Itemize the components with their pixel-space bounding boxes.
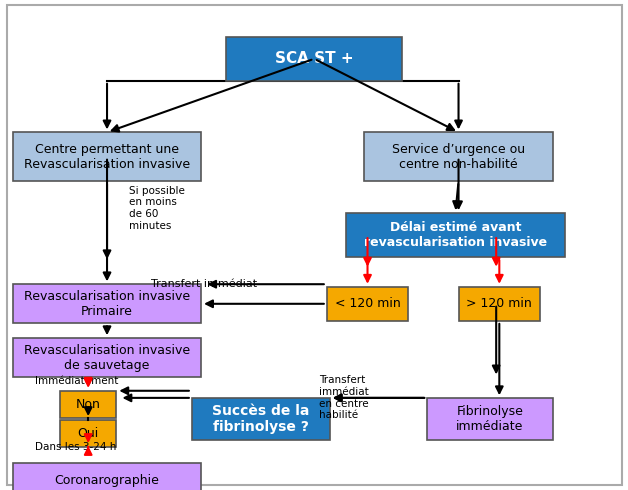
FancyBboxPatch shape (13, 463, 201, 490)
FancyBboxPatch shape (226, 37, 402, 81)
Text: Délai estimé avant
revascularisation invasive: Délai estimé avant revascularisation inv… (364, 221, 547, 249)
FancyBboxPatch shape (13, 338, 201, 377)
Text: < 120 min: < 120 min (335, 297, 401, 310)
Text: Oui: Oui (78, 427, 99, 440)
Text: SCA ST +: SCA ST + (275, 51, 354, 66)
Text: > 120 min: > 120 min (467, 297, 532, 310)
Text: Succès de la
fibrinolyse ?: Succès de la fibrinolyse ? (212, 404, 310, 434)
Text: Fibrinolyse
immédiate: Fibrinolyse immédiate (456, 405, 524, 433)
FancyBboxPatch shape (345, 213, 565, 257)
Text: Non: Non (76, 398, 100, 411)
Text: Dans les 3-24 h: Dans les 3-24 h (35, 442, 116, 452)
Text: Revascularisation invasive
de sauvetage: Revascularisation invasive de sauvetage (24, 343, 190, 372)
Text: Coronarographie: Coronarographie (55, 474, 160, 487)
FancyBboxPatch shape (60, 420, 116, 447)
FancyBboxPatch shape (458, 287, 540, 321)
Text: Service d’urgence ou
centre non-habilité: Service d’urgence ou centre non-habilité (392, 143, 525, 171)
FancyBboxPatch shape (364, 132, 553, 181)
FancyBboxPatch shape (427, 398, 553, 440)
FancyBboxPatch shape (192, 398, 330, 440)
FancyBboxPatch shape (327, 287, 408, 321)
Text: Revascularisation invasive
Primaire: Revascularisation invasive Primaire (24, 290, 190, 318)
FancyBboxPatch shape (13, 132, 201, 181)
Text: Transfert immédiat: Transfert immédiat (151, 279, 257, 289)
FancyBboxPatch shape (60, 391, 116, 417)
Text: Centre permettant une
Revascularisation invasive: Centre permettant une Revascularisation … (24, 143, 190, 171)
Text: Immédiatement: Immédiatement (35, 376, 118, 386)
Text: Si possible
en moins
de 60
minutes: Si possible en moins de 60 minutes (129, 186, 185, 231)
FancyBboxPatch shape (13, 284, 201, 323)
Text: Transfert
immédiat
en centre
habilité: Transfert immédiat en centre habilité (320, 375, 369, 420)
